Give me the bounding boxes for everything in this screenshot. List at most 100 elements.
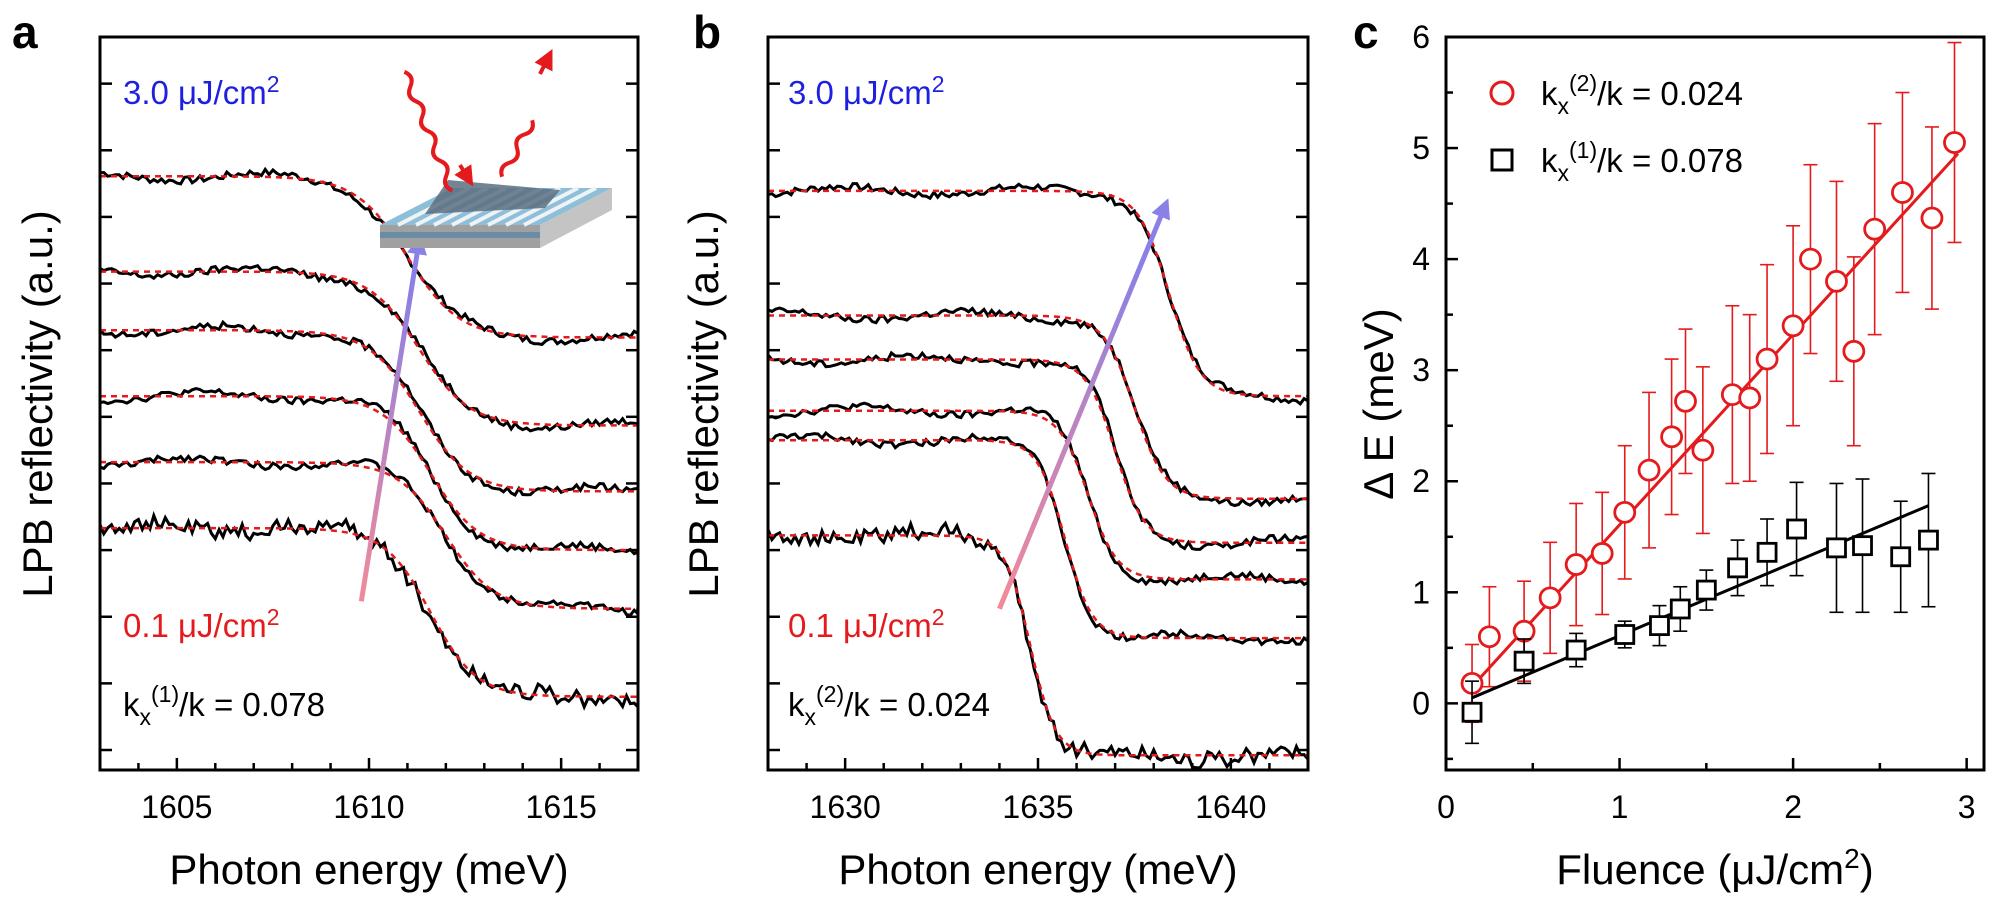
data-point-circle: [1920, 206, 1944, 230]
a-trace-fit: [100, 394, 638, 552]
data-point-square: [1461, 701, 1483, 723]
panel-a-x-axis-label: Photon energy (meV): [169, 846, 568, 893]
panel-a-y-axis-label: LPB reflectivity (a.u.): [14, 210, 61, 597]
panel-a-shift-arrow: [358, 234, 427, 602]
panel-a-k-ratio-label: kx(1)/k = 0.078: [123, 681, 325, 730]
c-x-tick-label: 2: [1784, 789, 1802, 825]
a-trace-fit: [100, 175, 638, 339]
panel-b-x-tick-labels: 1630 1635 1640: [810, 789, 1267, 825]
a-trace-measured: [98, 319, 639, 497]
panel-b-y-axis-label: LPB reflectivity (a.u.): [680, 210, 727, 597]
panel-c-x-axis-label: Fluence (μJ/cm2): [1556, 843, 1874, 893]
data-point-square: [1890, 546, 1912, 568]
sample-schematic-icon: [380, 49, 612, 248]
b-trace-fit: [768, 438, 1308, 640]
data-point-circle: [1637, 458, 1661, 482]
panel-c-plot: [1460, 41, 1966, 745]
panel-b-high-fluence-label: 3.0 μJ/cm2: [788, 71, 945, 111]
a-trace-measured: [99, 454, 640, 617]
data-point-square: [1669, 598, 1691, 620]
c-x-tick-label: 0: [1437, 789, 1455, 825]
c-y-tick-label: 6: [1412, 19, 1430, 55]
data-point-square: [1565, 639, 1587, 661]
panel-label-c: c: [1353, 6, 1379, 58]
panel-label-b: b: [693, 6, 721, 58]
panel-c-x-tick-labels: 0 1 2 3: [1437, 789, 1975, 825]
data-point-circle: [1755, 347, 1779, 371]
data-point-square: [1614, 624, 1636, 645]
b-trace-fit: [768, 189, 1308, 398]
data-point-circle: [1590, 542, 1614, 565]
panel-c-legend: kx(2)/k = 0.024 kx(1)/k = 0.078: [1489, 70, 1743, 186]
b-trace-measured: [766, 519, 1310, 770]
a-trace-measured: [98, 510, 640, 711]
data-point-circle: [1564, 553, 1588, 576]
c-y-tick-label: 3: [1412, 352, 1430, 388]
b-trace-fit: [768, 358, 1308, 545]
c-x-tick-label: 1: [1611, 789, 1629, 825]
b-x-tick-label: 1630: [810, 789, 881, 825]
data-point-circle: [1863, 217, 1887, 241]
panel-c-ticks: [1444, 35, 1968, 770]
a-trace-fit: [100, 328, 638, 493]
data-point-circle: [1691, 438, 1715, 462]
c-y-tick-label: 5: [1412, 130, 1430, 166]
legend-circle-marker: [1489, 80, 1515, 106]
c-y-tick-label: 0: [1412, 685, 1430, 721]
panel-a-high-fluence-label: 3.0 μJ/cm2: [123, 71, 280, 111]
b-trace-measured: [767, 306, 1309, 508]
panel-b-k-ratio-label: kx(2)/k = 0.024: [788, 681, 990, 730]
data-point-circle: [1477, 625, 1501, 649]
data-point-circle: [1660, 425, 1684, 449]
a-trace-fit: [100, 270, 638, 427]
data-point-square: [1513, 650, 1535, 672]
panel-b-frame: [766, 35, 1310, 772]
b-trace-fit: [768, 534, 1308, 757]
data-point-circle: [1738, 386, 1762, 410]
c-y-tick-label: 1: [1412, 574, 1430, 610]
c-y-tick-label: 4: [1412, 241, 1430, 277]
a-trace-measured: [99, 263, 639, 433]
data-point-circle: [1538, 586, 1562, 610]
b-trace-measured: [767, 182, 1309, 407]
panel-c: c 0 1 2 3 0 1 2 3 4 5 6 kx(2)/k = 0.024 kx(1)/k =…: [1353, 6, 1986, 893]
b-trace-measured: [767, 401, 1309, 587]
panel-b: b 3.0 μJ/cm2 0.1 μJ/cm2 kx(2)/k = 0.024 …: [680, 6, 1310, 893]
c-x-tick-label: 3: [1958, 789, 1976, 825]
c-y-tick-label: 2: [1412, 463, 1430, 499]
data-point-circle: [1799, 247, 1822, 271]
panel-b-traces: [766, 182, 1310, 770]
data-point-square: [1826, 537, 1847, 559]
data-point-square: [1649, 615, 1670, 637]
data-point-circle: [1613, 500, 1637, 524]
data-point-circle: [1781, 314, 1805, 338]
panel-a: a 3.0 μJ/c: [12, 6, 640, 893]
legend-series-1: kx(2)/k = 0.024: [1541, 70, 1743, 119]
panel-b-ticks: [766, 82, 1310, 770]
panel-c-frame: [1444, 35, 1986, 772]
data-point-square: [1756, 541, 1778, 563]
panel-c-y-tick-labels: 0 1 2 3 4 5 6: [1412, 19, 1430, 721]
b-x-tick-label: 1640: [1195, 789, 1266, 825]
a-trace-fit: [100, 460, 638, 610]
a-trace-fit: [100, 526, 638, 698]
b-trace-fit: [768, 409, 1308, 581]
panel-b-low-fluence-label: 0.1 μJ/cm2: [788, 604, 945, 644]
a-x-tick-label: 1610: [333, 789, 404, 825]
data-point-square: [1786, 518, 1807, 540]
a-trace-measured: [99, 166, 639, 347]
data-point-circle: [1891, 181, 1914, 204]
panel-c-y-axis-label: Δ E (meV): [1355, 308, 1402, 499]
data-point-circle: [1825, 269, 1848, 293]
legend-series-2: kx(1)/k = 0.078: [1541, 137, 1743, 186]
b-trace-measured: [766, 350, 1309, 551]
data-point-circle: [1943, 131, 1966, 154]
panel-a-traces: [98, 166, 640, 711]
a-x-tick-label: 1615: [526, 789, 597, 825]
panel-a-x-tick-labels: 1605 1610 1615: [141, 789, 596, 825]
panel-label-a: a: [12, 6, 38, 58]
panel-b-shift-arrow: [997, 198, 1170, 610]
data-point-square: [1852, 535, 1873, 557]
data-point-square: [1918, 529, 1939, 551]
